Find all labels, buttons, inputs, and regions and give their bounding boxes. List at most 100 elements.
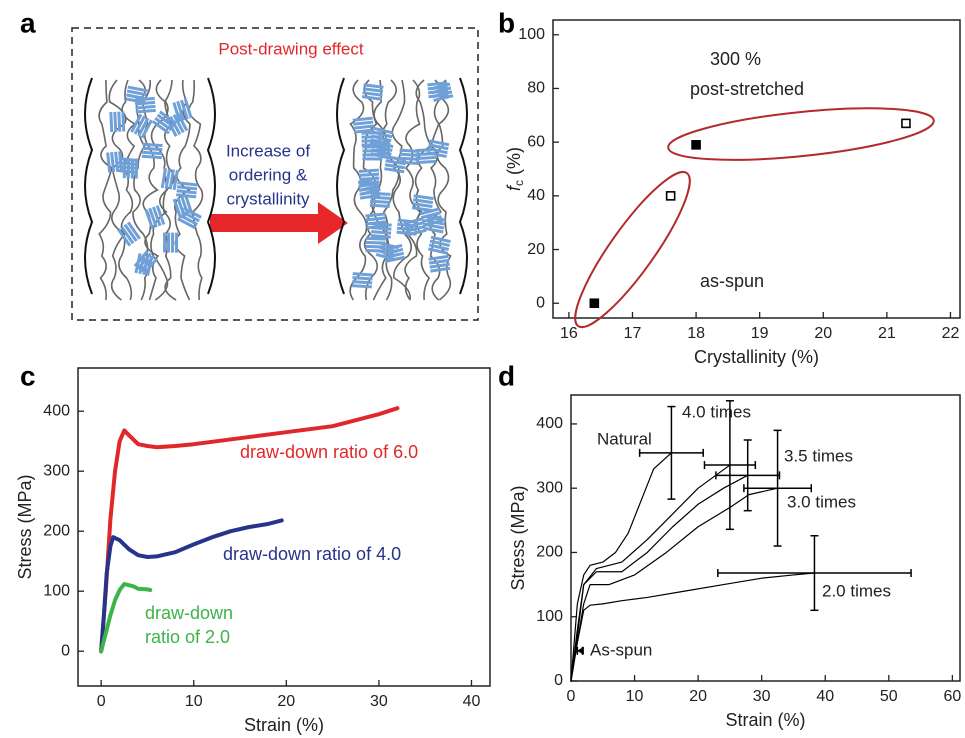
y-tick-label: 0 <box>554 672 563 689</box>
line-label: 3.0 times <box>787 492 856 511</box>
lamella <box>363 83 384 89</box>
lamella <box>386 155 407 162</box>
crystal <box>357 176 381 196</box>
x-tick-label: 0 <box>567 688 576 705</box>
y-tick-label: 400 <box>43 402 70 419</box>
y-tick-label: 40 <box>527 187 545 204</box>
lamella <box>352 272 373 277</box>
lamella <box>352 276 373 281</box>
lamella <box>405 224 426 233</box>
annotation: as-spun <box>700 271 764 291</box>
lamella <box>135 104 156 110</box>
lamella <box>177 181 198 187</box>
lamella <box>166 232 171 253</box>
lamella <box>366 220 387 226</box>
lamella <box>428 243 450 251</box>
lamella <box>385 159 406 166</box>
lamella <box>369 199 391 204</box>
line-label: draw-down ratio of 6.0 <box>240 442 418 462</box>
crystal <box>427 81 449 99</box>
lamella <box>113 111 118 132</box>
chain <box>174 79 191 301</box>
y-label-subscript: c <box>512 180 526 186</box>
x-tick-label: 50 <box>880 688 898 705</box>
crystal <box>361 83 384 101</box>
lamella <box>411 206 433 212</box>
bracket <box>84 77 94 295</box>
lamella <box>384 163 406 170</box>
group-ellipse <box>667 107 935 161</box>
y-axis-label: Stress (MPa) <box>508 485 528 590</box>
chain <box>349 79 368 301</box>
lamella <box>142 254 150 275</box>
lamella <box>164 168 171 189</box>
lamella <box>121 111 126 132</box>
lamella <box>141 154 162 160</box>
lamella <box>412 198 434 205</box>
y-axis-label: fc (%) <box>504 147 526 191</box>
lamella <box>142 146 163 152</box>
dashed-box <box>71 27 479 321</box>
x-tick-label: 19 <box>751 325 769 342</box>
lamella <box>353 128 375 134</box>
chain <box>162 79 177 301</box>
lamella <box>146 255 154 276</box>
line <box>570 474 749 682</box>
lamella <box>358 168 379 173</box>
lamella <box>172 114 185 134</box>
lamella <box>406 228 427 237</box>
lamella <box>134 253 142 274</box>
lamella <box>160 167 168 189</box>
lamella <box>144 209 154 229</box>
lamella <box>142 142 163 148</box>
lamella <box>125 97 146 105</box>
arrow-label: Increase of <box>226 141 310 160</box>
x-tick-label: 20 <box>277 693 295 710</box>
line-label: 4.0 times <box>682 402 751 421</box>
lamella <box>130 113 143 133</box>
y-tick-label: 200 <box>43 522 70 539</box>
lamella <box>126 93 147 101</box>
y-axis-label: Stress (MPa) <box>15 474 35 579</box>
lamella <box>135 108 156 114</box>
arrow-label: ordering & <box>229 165 308 184</box>
crystal <box>117 157 139 175</box>
x-axis-label: Crystallinity (%) <box>694 347 819 367</box>
lamella <box>361 131 382 135</box>
lamella <box>123 223 138 242</box>
lamella <box>377 245 398 254</box>
crystal <box>428 254 451 273</box>
lamella <box>371 230 392 235</box>
lamella <box>428 254 449 261</box>
lamella <box>430 266 451 273</box>
point <box>901 118 911 129</box>
lamella <box>420 211 441 220</box>
y-tick-label: 80 <box>527 80 545 97</box>
lamella <box>358 180 379 188</box>
lamella <box>168 169 175 190</box>
crystal <box>384 155 407 174</box>
y-label-symbol: f <box>504 184 524 191</box>
lamella <box>427 247 449 255</box>
x-tick-label: 10 <box>626 688 644 705</box>
lamella <box>176 100 185 121</box>
chain <box>391 79 413 301</box>
lamella <box>109 112 114 133</box>
lamella <box>365 216 386 222</box>
x-tick-label: 20 <box>814 325 832 342</box>
lamella <box>110 152 116 173</box>
y-tick-label: 100 <box>43 582 70 599</box>
lamella <box>162 232 167 253</box>
lamella <box>154 116 173 132</box>
crystal <box>370 140 394 160</box>
line <box>99 582 153 654</box>
lamella <box>404 220 425 229</box>
lamella <box>412 202 433 209</box>
x-tick-label: 16 <box>560 325 578 342</box>
lamella <box>375 252 396 261</box>
lamella <box>429 239 450 248</box>
plot-frame <box>570 394 961 682</box>
lamella <box>352 116 373 122</box>
x-tick-label: 22 <box>942 325 960 342</box>
lamella <box>172 198 183 219</box>
